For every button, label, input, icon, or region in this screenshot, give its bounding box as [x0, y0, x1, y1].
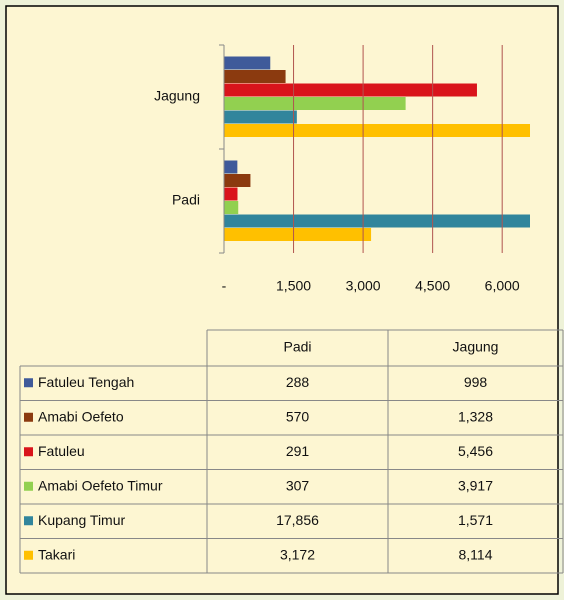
table-cell: 3,172	[280, 546, 315, 562]
bar	[224, 124, 530, 137]
legend-swatch	[24, 378, 33, 388]
x-tick-label: 4,500	[415, 278, 450, 294]
x-tick-label: 1,500	[276, 278, 311, 294]
table-header: Jagung	[453, 339, 499, 355]
legend-swatch	[24, 516, 33, 526]
legend-label: Amabi Oefeto	[38, 408, 124, 424]
legend-label: Takari	[38, 546, 75, 562]
bar	[224, 201, 239, 214]
bar	[224, 160, 238, 174]
table-cell: 1,571	[458, 512, 493, 528]
table-cell: 3,917	[458, 477, 493, 493]
legend-swatch	[24, 481, 33, 491]
bar	[224, 214, 530, 228]
legend-label: Amabi Oefeto Timur	[38, 477, 163, 493]
legend-swatch	[24, 550, 33, 560]
legend-swatch	[24, 447, 33, 457]
table-cell: 1,328	[458, 408, 493, 424]
table-cell: 5,456	[458, 443, 493, 459]
y-tick-label: Jagung	[154, 88, 200, 104]
legend-label: Kupang Timur	[38, 512, 125, 528]
table-cell: 291	[286, 443, 310, 459]
x-tick-label: -	[222, 278, 227, 294]
bar	[224, 187, 238, 201]
x-tick-label: 6,000	[485, 278, 520, 294]
table-cell: 307	[286, 477, 310, 493]
bar	[224, 83, 477, 97]
legend-label: Fatuleu	[38, 443, 85, 459]
legend-swatch	[24, 412, 33, 422]
bar	[224, 174, 251, 187]
table-cell: 570	[286, 408, 310, 424]
table-cell: 288	[286, 374, 310, 390]
table-cell: 8,114	[459, 546, 493, 562]
legend-label: Fatuleu Tengah	[38, 374, 134, 390]
bar	[224, 228, 372, 241]
y-tick-label: Padi	[172, 192, 200, 208]
plot-area	[224, 56, 530, 241]
bar	[224, 97, 406, 110]
bar	[224, 110, 297, 124]
table-cell: 17,856	[276, 512, 319, 528]
table-header: Padi	[283, 339, 311, 355]
table-cell: 998	[464, 374, 488, 390]
x-tick-label: 3,000	[346, 278, 381, 294]
bar	[224, 56, 271, 70]
bar	[224, 70, 286, 83]
